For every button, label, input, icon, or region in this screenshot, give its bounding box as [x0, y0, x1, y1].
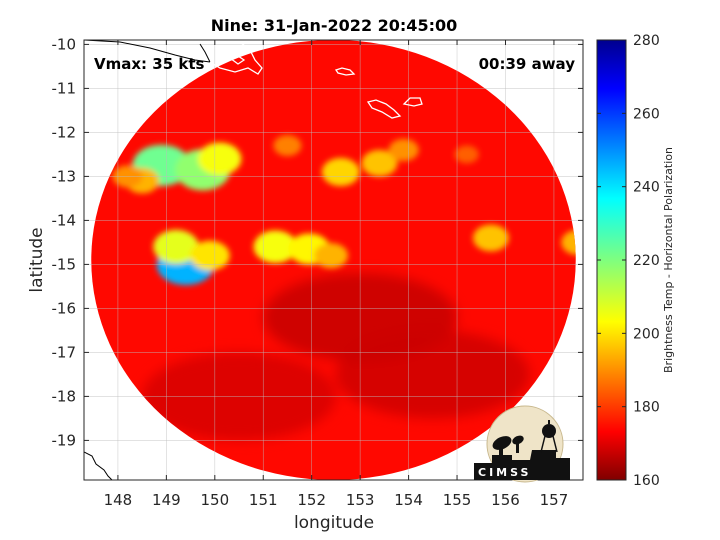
- x-tick-label: 156: [491, 491, 520, 509]
- y-tick-label: -19: [52, 431, 77, 449]
- colorbar-tick-label: 220: [633, 253, 660, 269]
- cold-cell: [561, 229, 576, 256]
- colorbar-tick-label: 200: [633, 326, 660, 342]
- cold-cell: [361, 149, 398, 177]
- cold-cell: [190, 240, 230, 271]
- colorbar-tick-label: 180: [633, 400, 660, 416]
- warm-area: [335, 330, 530, 419]
- y-tick-label: -14: [52, 211, 77, 229]
- coastline-island-a: [334, 67, 356, 76]
- colorbar-tick-label: 160: [633, 473, 660, 489]
- coastline-australia: [84, 451, 113, 480]
- cold-cell: [314, 242, 349, 269]
- x-tick-label: 155: [443, 491, 472, 509]
- y-tick-label: -17: [52, 343, 77, 361]
- y-tick-label: -10: [52, 35, 77, 53]
- axes-frame: [83, 39, 584, 481]
- colorbar-ticks: 280 260 240 220 200 180 160: [597, 33, 660, 489]
- x-axis: 148 149 150 151 152 153 154 155 156 157: [104, 40, 569, 509]
- cold-cell: [197, 142, 242, 176]
- chart-title: Nine: 31-Jan-2022 20:45:00: [211, 16, 457, 35]
- y-tick-label: -16: [52, 299, 77, 317]
- coastline-island-c: [402, 97, 423, 107]
- cold-cell: [388, 138, 419, 162]
- cimss-logo: CIMSS: [474, 405, 570, 483]
- x-tick-label: 153: [346, 491, 375, 509]
- cold-cell: [273, 135, 302, 157]
- svg-text:CIMSS: CIMSS: [478, 466, 531, 479]
- colorbar-tick-label: 280: [633, 33, 660, 49]
- coastline-png-peninsula: [209, 40, 263, 75]
- y-axis: -10 -11 -12 -13 -14 -15 -16 -17 -18 -19: [52, 35, 583, 449]
- colorbar: [596, 39, 627, 481]
- coastline-png-mainland: [84, 40, 211, 63]
- colorbar-tick-label: 260: [633, 106, 660, 122]
- colorbar-label: Brightness Temp - Horizontal Polarizatio…: [662, 147, 675, 373]
- y-tick-label: -12: [52, 123, 77, 141]
- cold-cell: [454, 145, 479, 164]
- y-tick-label: -15: [52, 255, 77, 273]
- x-axis-label: longitude: [294, 513, 374, 533]
- time-away-annotation: 00:39 away: [479, 55, 576, 73]
- y-tick-label: -11: [52, 79, 77, 97]
- x-tick-label: 148: [104, 491, 133, 509]
- x-tick-label: 152: [297, 491, 326, 509]
- y-axis-label: latitude: [27, 227, 47, 292]
- x-tick-label: 151: [249, 491, 278, 509]
- colorbar-tick-label: 240: [633, 180, 660, 196]
- cold-cell: [473, 224, 509, 252]
- y-tick-label: -13: [52, 167, 77, 185]
- coastline-island-d: [228, 55, 246, 65]
- cold-cell: [253, 230, 298, 264]
- x-tick-label: 154: [394, 491, 423, 509]
- y-tick-label: -18: [52, 387, 77, 405]
- x-tick-label: 150: [200, 491, 229, 509]
- x-tick-label: 157: [540, 491, 569, 509]
- cold-cell: [321, 157, 360, 187]
- x-tick-label: 149: [152, 491, 181, 509]
- vmax-annotation: Vmax: 35 kts: [94, 55, 204, 73]
- coastlines: [84, 40, 423, 480]
- cold-cell: [153, 229, 199, 264]
- coastline-island-b: [366, 99, 402, 119]
